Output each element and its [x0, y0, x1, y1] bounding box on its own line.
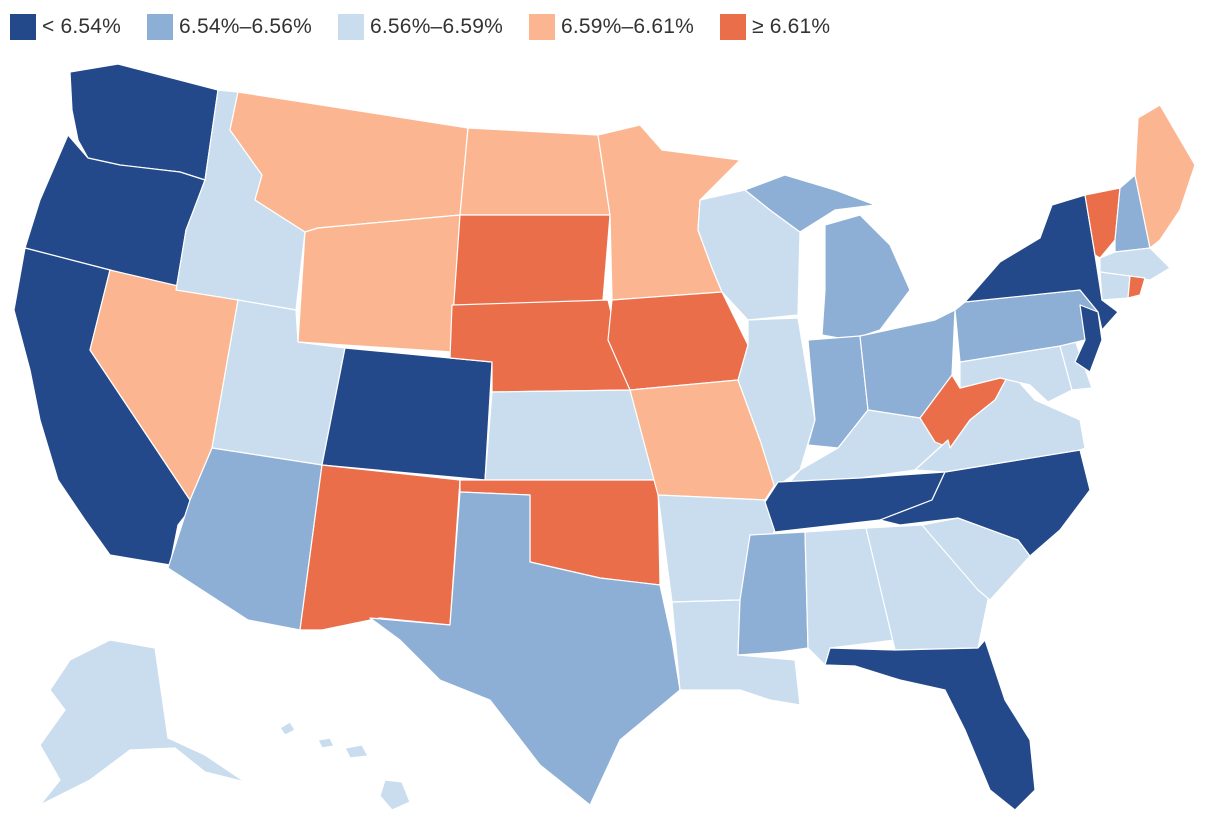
legend-swatch	[338, 14, 365, 40]
state-ak[interactable]	[39, 639, 246, 806]
legend-label: < 6.54%	[42, 15, 122, 38]
state-wy[interactable]	[297, 214, 461, 353]
state-ct[interactable]	[1099, 271, 1131, 301]
legend: < 6.54% 6.54%–6.56% 6.56%–6.59% 6.59%–6.…	[10, 14, 856, 40]
state-mi[interactable]	[744, 174, 911, 341]
legend-swatch	[147, 14, 174, 40]
state-ri[interactable]	[1127, 275, 1146, 299]
legend-item-gte-6-61: ≥ 6.61%	[719, 14, 831, 40]
state-tx[interactable]	[369, 491, 681, 806]
state-vt[interactable]	[1084, 187, 1121, 259]
state-fl[interactable]	[824, 639, 1036, 811]
state-va[interactable]	[914, 371, 1086, 473]
state-co[interactable]	[321, 347, 493, 481]
state-nd[interactable]	[459, 127, 611, 216]
legend-item-lt-6-54: < 6.54%	[10, 14, 121, 40]
legend-item-6-54-6-56: 6.54%–6.56%	[147, 14, 312, 40]
legend-label: 6.56%–6.59%	[370, 15, 503, 38]
state-ms[interactable]	[737, 531, 809, 656]
state-ga[interactable]	[865, 524, 991, 651]
state-me[interactable]	[1134, 104, 1196, 249]
legend-label: ≥ 6.61%	[751, 15, 831, 38]
legend-item-6-56-6-59: 6.56%–6.59%	[338, 14, 503, 40]
state-nm[interactable]	[299, 464, 461, 631]
legend-item-6-59-6-61: 6.59%–6.61%	[528, 14, 694, 40]
legend-label: 6.59%–6.61%	[560, 15, 694, 38]
legend-swatch	[528, 14, 555, 40]
legend-swatch	[719, 14, 746, 40]
state-ny[interactable]	[964, 194, 1119, 331]
legend-label: 6.54%–6.56%	[179, 15, 313, 38]
state-hi[interactable]	[279, 721, 411, 811]
state-ks[interactable]	[484, 389, 659, 481]
state-ia[interactable]	[607, 291, 749, 391]
legend-swatch	[10, 14, 36, 40]
